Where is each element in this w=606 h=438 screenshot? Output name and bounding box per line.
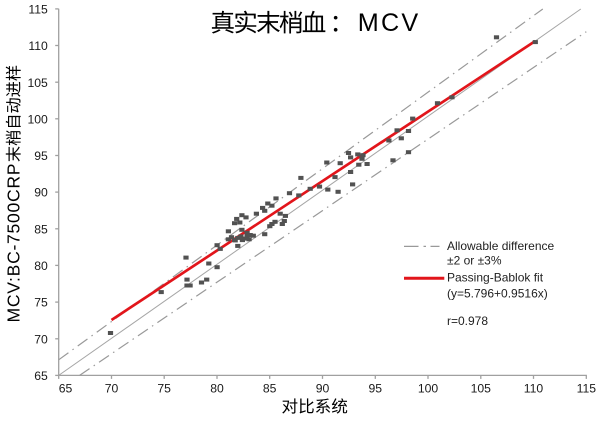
svg-text:65: 65 [59, 382, 73, 396]
svg-text:100: 100 [418, 382, 439, 396]
svg-text:80: 80 [210, 382, 224, 396]
svg-text:90: 90 [34, 186, 48, 200]
svg-text:95: 95 [369, 382, 383, 396]
svg-text:105: 105 [471, 382, 492, 396]
svg-text:MCV: MCV [358, 9, 421, 37]
svg-text:Passing-Bablok fit: Passing-Bablok fit [447, 271, 544, 285]
svg-text:110: 110 [28, 39, 48, 53]
svg-text:105: 105 [27, 76, 48, 90]
svg-text:±2 or ±3%: ±2 or ±3% [447, 253, 502, 267]
svg-text:65: 65 [34, 369, 48, 383]
svg-text:85: 85 [34, 222, 48, 236]
svg-text:70: 70 [105, 382, 119, 396]
svg-text:70: 70 [34, 332, 48, 346]
svg-text:115: 115 [28, 3, 48, 17]
svg-text:MCV:BC-7500CRP: MCV:BC-7500CRP [3, 163, 23, 323]
svg-text:85: 85 [263, 382, 277, 396]
svg-text:75: 75 [157, 382, 171, 396]
svg-text:115: 115 [577, 382, 597, 396]
svg-text:75: 75 [34, 296, 48, 310]
svg-text:100: 100 [27, 112, 48, 126]
svg-text:80: 80 [34, 259, 48, 273]
svg-text:Allowable difference: Allowable difference [447, 239, 555, 253]
svg-text:110: 110 [524, 382, 544, 396]
svg-text:95: 95 [34, 149, 48, 163]
svg-text:90: 90 [316, 382, 330, 396]
svg-text:(y=5.796+0.9516x): (y=5.796+0.9516x) [447, 287, 548, 301]
svg-text:r=0.978: r=0.978 [447, 314, 488, 328]
